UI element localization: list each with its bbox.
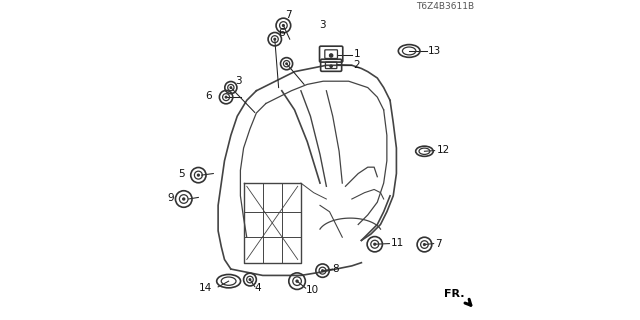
Circle shape: [198, 174, 199, 176]
Text: 4: 4: [255, 283, 261, 293]
Text: T6Z4B3611B: T6Z4B3611B: [416, 2, 474, 11]
Circle shape: [424, 244, 426, 245]
Text: 12: 12: [437, 145, 451, 155]
Circle shape: [274, 38, 276, 40]
Circle shape: [183, 198, 185, 200]
Text: 7: 7: [285, 10, 292, 20]
Circle shape: [322, 270, 323, 271]
Text: 13: 13: [428, 46, 442, 56]
Text: 9: 9: [168, 193, 175, 204]
Circle shape: [330, 65, 332, 68]
Circle shape: [374, 243, 376, 245]
Circle shape: [330, 54, 333, 57]
Circle shape: [230, 87, 232, 88]
Text: 6: 6: [205, 92, 212, 101]
Text: FR.: FR.: [444, 289, 465, 299]
Text: 2: 2: [353, 60, 360, 70]
Text: 7: 7: [435, 239, 442, 249]
Text: 3: 3: [319, 20, 326, 30]
Text: 3: 3: [236, 76, 243, 85]
Circle shape: [296, 280, 298, 282]
Text: 11: 11: [390, 238, 404, 248]
Circle shape: [225, 96, 227, 98]
Circle shape: [282, 25, 284, 26]
Circle shape: [286, 63, 287, 64]
Text: 10: 10: [306, 285, 319, 295]
Text: 1: 1: [353, 49, 360, 59]
Circle shape: [249, 279, 251, 280]
Text: 5: 5: [179, 169, 185, 179]
Text: 8: 8: [333, 264, 339, 274]
Text: 14: 14: [199, 283, 212, 293]
Text: 6: 6: [278, 28, 285, 38]
